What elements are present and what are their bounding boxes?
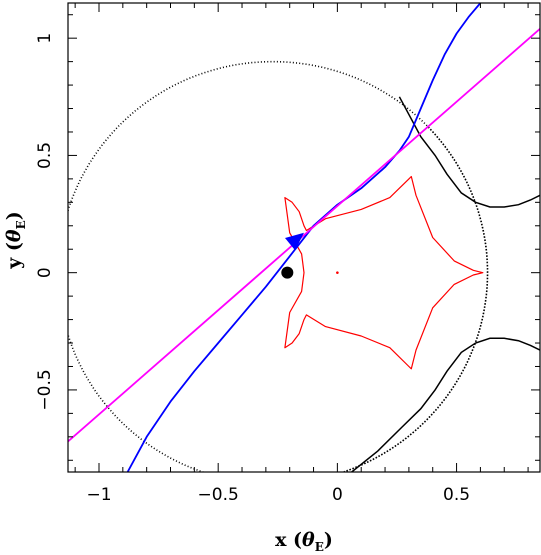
y-tick-label: 0.5 xyxy=(35,142,55,169)
tick-layer: −1 −0.5 0 0.5 −0.5 0 0.5 1 xyxy=(35,3,540,505)
lens-mass-secondary xyxy=(336,271,339,274)
y-axis-subscript: E xyxy=(14,220,28,229)
x-axis-title: x (θE) xyxy=(275,529,333,554)
x-tick-label: −1 xyxy=(86,485,111,505)
y-tick-label: 0 xyxy=(35,267,55,278)
critical-curve-upper xyxy=(398,96,540,208)
x-tick-label: 0 xyxy=(332,485,343,505)
plot-frame xyxy=(67,2,541,473)
y-axis-title: y (θE) xyxy=(3,211,28,270)
y-axis-var: y xyxy=(3,257,25,270)
x-axis-subscript: E xyxy=(315,540,324,554)
trajectory-direction-arrow xyxy=(285,232,304,251)
lens-mass-primary xyxy=(281,266,294,279)
y-axis-theta: θ xyxy=(3,229,25,242)
x-axis-theta: θ xyxy=(302,529,315,551)
critical-curve-dotted xyxy=(68,60,489,472)
x-tick-label: 0.5 xyxy=(443,485,470,505)
y-tick-label: 1 xyxy=(35,33,55,44)
y-tick-label: −0.5 xyxy=(35,369,55,410)
critical-curve-lower xyxy=(351,337,540,472)
x-tick-label: −0.5 xyxy=(198,485,239,505)
x-axis-var: x xyxy=(275,529,287,551)
binary-axis-line xyxy=(68,28,540,443)
data-layer xyxy=(68,3,540,472)
caustic-curve xyxy=(284,175,484,370)
